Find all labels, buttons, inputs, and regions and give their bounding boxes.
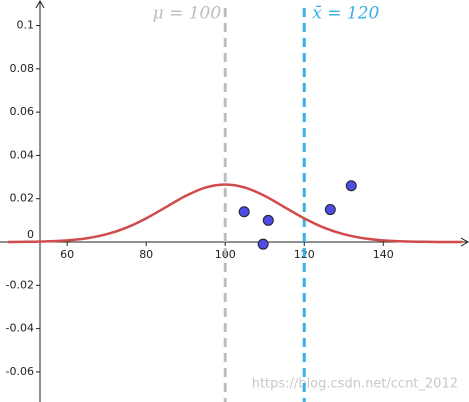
x-axis-arrow <box>460 237 469 247</box>
data-point <box>257 238 269 250</box>
x-tick-label: 60 <box>60 248 74 261</box>
watermark: https://blog.csdn.net/ccnt_2012 <box>252 377 458 392</box>
reference-label: x̄ = 120 <box>312 4 379 24</box>
data-point <box>324 204 336 216</box>
y-tick-label: 0.02 <box>10 192 35 205</box>
y-tick-label: 0.04 <box>10 148 35 161</box>
y-axis-arrow <box>35 0 45 9</box>
reference-label: μ = 100 <box>153 4 222 24</box>
data-point <box>262 214 274 226</box>
y-tick-label: 0.1 <box>17 19 35 32</box>
y-tick-label: -0.04 <box>6 322 34 335</box>
y-tick-label: 0.06 <box>10 105 35 118</box>
curve <box>7 183 463 244</box>
y-tick-label: 0.08 <box>10 62 35 75</box>
y-tick-label: 0 <box>27 228 34 241</box>
data-point <box>345 180 357 192</box>
x-tick-label: 140 <box>373 248 394 261</box>
data-point <box>238 206 250 218</box>
y-tick-label: -0.02 <box>6 278 34 291</box>
x-tick-label: 80 <box>139 248 153 261</box>
y-tick-label: -0.06 <box>6 365 34 378</box>
